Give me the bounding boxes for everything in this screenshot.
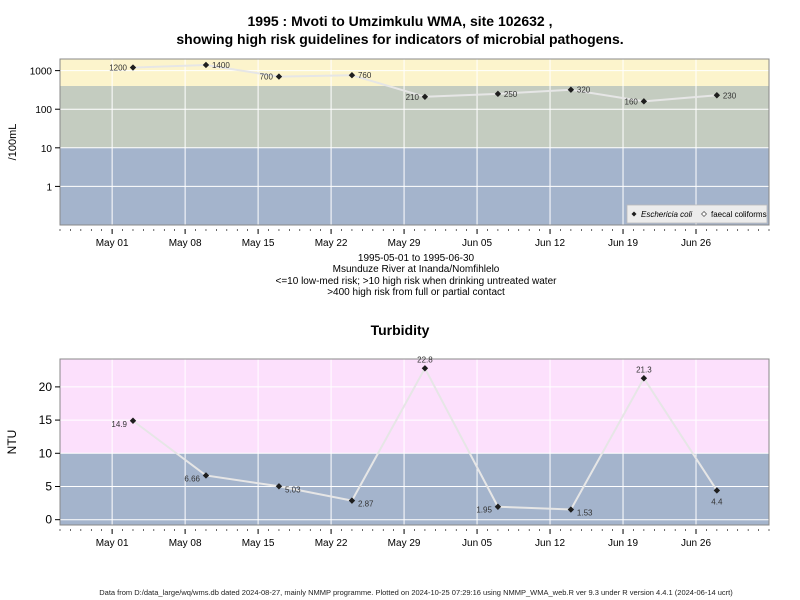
microbial-risk-band — [60, 85, 769, 148]
turbidity-data-label: 14.9 — [111, 420, 127, 429]
microbial-data-label: 250 — [504, 90, 518, 99]
microbial-data-point — [713, 92, 721, 99]
turbidity-x-tick-label: Jun 12 — [535, 538, 565, 549]
microbial-x-tick-label: Jun 19 — [608, 238, 638, 249]
microbial-y-tick-label: 10 — [41, 144, 53, 155]
microbial-data-label: 160 — [625, 97, 639, 106]
legend-label-ecoli: Eschericia coli — [641, 210, 692, 219]
microbial-data-point — [421, 93, 429, 100]
legend-marker-ecoli — [631, 211, 637, 217]
turbidity-x-tick-label: May 29 — [388, 538, 421, 549]
microbial-data-point — [567, 86, 575, 93]
microbial-x-tick-label: Jun 26 — [681, 238, 711, 249]
caption-risk-contact: >400 high risk from full or partial cont… — [327, 287, 505, 298]
caption-risk-drinking: <=10 low-med risk; >10 high risk when dr… — [275, 276, 557, 287]
legend-label-faecal-coliforms: faecal coliforms — [711, 210, 767, 219]
turbidity-data-label: 2.87 — [358, 500, 374, 509]
microbial-x-tick-label: May 01 — [96, 238, 129, 249]
microbial-y-axis-label: /100mL — [7, 124, 19, 161]
turbidity-data-point — [494, 503, 502, 510]
microbial-x-tick-label: May 22 — [315, 238, 348, 249]
microbial-data-label: 760 — [358, 71, 372, 80]
chart-title-line-2: showing high risk guidelines for indicat… — [176, 31, 624, 47]
turbidity-y-tick-label: 20 — [39, 380, 53, 394]
turbidity-y-tick-label: 0 — [45, 513, 52, 527]
turbidity-x-tick-label: Jun 19 — [608, 538, 638, 549]
microbial-data-point — [640, 98, 648, 105]
turbidity-x-tick-label: May 22 — [315, 538, 348, 549]
microbial-data-label: 1400 — [212, 61, 230, 70]
turbidity-plot-frame — [59, 358, 770, 526]
microbial-data-label: 320 — [577, 86, 591, 95]
microbial-y-tick-label: 1 — [46, 182, 52, 193]
caption-date-range: 1995-05-01 to 1995-06-30 — [357, 253, 475, 264]
turbidity-data-point — [567, 506, 575, 513]
turbidity-chart-title: Turbidity — [370, 322, 430, 338]
microbial-data-point — [494, 90, 502, 98]
turbidity-data-point — [202, 472, 210, 479]
turbidity-data-label: 21.3 — [636, 365, 652, 374]
turbidity-data-label: 22.8 — [417, 355, 433, 364]
turbidity-data-label: 1.53 — [577, 509, 593, 518]
turbidity-risk-band — [60, 453, 769, 525]
microbial-x-tick-label: Jun 12 — [535, 238, 565, 249]
turbidity-data-point — [275, 483, 283, 490]
microbial-data-label: 210 — [406, 93, 420, 102]
turbidity-data-label: 4.4 — [711, 497, 723, 506]
microbial-data-point — [275, 73, 283, 80]
turbidity-x-tick-label: May 08 — [169, 538, 202, 549]
microbial-x-tick-label: May 08 — [169, 238, 202, 249]
microbial-x-tick-label: Jun 05 — [462, 238, 492, 249]
microbial-data-point — [202, 61, 210, 69]
microbial-data-label: 230 — [723, 91, 737, 100]
turbidity-x-tick-label: Jun 05 — [462, 538, 492, 549]
turbidity-y-tick-label: 15 — [39, 413, 53, 427]
microbial-y-tick-label: 100 — [35, 105, 52, 116]
turbidity-risk-band — [60, 359, 769, 454]
microbial-data-label: 1200 — [109, 64, 127, 73]
turbidity-y-tick-label: 5 — [45, 479, 52, 493]
legend-box — [626, 204, 768, 224]
turbidity-data-label: 6.66 — [184, 474, 200, 483]
turbidity-data-point — [640, 375, 648, 382]
turbidity-data-point — [713, 487, 721, 494]
turbidity-data-label: 1.95 — [476, 506, 492, 515]
microbial-risk-band — [60, 59, 769, 86]
turbidity-y-tick-label: 10 — [39, 446, 53, 460]
microbial-data-point — [348, 72, 356, 79]
footer-note: Data from D:/data_large/wq/wms.db dated … — [99, 588, 733, 597]
microbial-y-tick-label: 1000 — [30, 67, 53, 78]
turbidity-data-label: 5.03 — [285, 485, 301, 494]
chart-title-line-1: 1995 : Mvoti to Umzimkulu WMA, site 1026… — [247, 13, 553, 29]
microbial-data-point — [129, 64, 137, 71]
turbidity-data-point — [348, 497, 356, 504]
microbial-x-tick-label: May 29 — [388, 238, 421, 249]
legend-marker-faecal-coliforms — [701, 211, 707, 217]
microbial-data-label: 700 — [260, 73, 274, 82]
microbial-x-tick-label: May 15 — [242, 238, 275, 249]
caption-site: Msunduze River at Inanda/Nomfihlelo — [332, 264, 500, 275]
microbial-plot-frame — [59, 58, 770, 226]
turbidity-x-tick-label: Jun 26 — [681, 538, 711, 549]
turbidity-data-point — [421, 365, 429, 372]
turbidity-y-axis-label: NTU — [5, 430, 19, 455]
turbidity-data-point — [129, 417, 137, 424]
turbidity-x-tick-label: May 01 — [96, 538, 129, 549]
turbidity-x-tick-label: May 15 — [242, 538, 275, 549]
